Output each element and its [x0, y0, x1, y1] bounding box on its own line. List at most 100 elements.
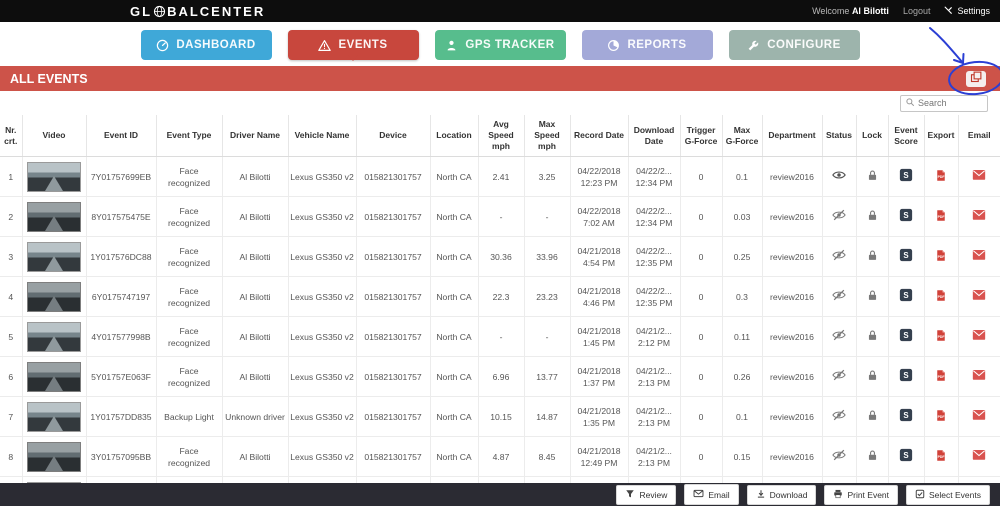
- tab-gps-tracker[interactable]: GPS TRACKER: [434, 30, 566, 60]
- lock-icon[interactable]: [866, 209, 879, 222]
- cell-export: PDF: [924, 356, 959, 397]
- logout-link[interactable]: Logout: [902, 6, 931, 16]
- settings-button[interactable]: Settings: [944, 6, 990, 17]
- eye-icon[interactable]: [832, 168, 846, 182]
- download-button[interactable]: Download: [746, 484, 817, 505]
- event-score-icon[interactable]: S: [899, 288, 913, 302]
- email-icon[interactable]: [972, 169, 986, 181]
- cell-max-speed: 3.25: [524, 156, 571, 197]
- pdf-export-icon[interactable]: PDF: [935, 369, 947, 382]
- video-thumbnail[interactable]: [27, 241, 81, 272]
- search-input[interactable]: [918, 98, 984, 108]
- cell-device: 015821301757: [356, 316, 431, 357]
- cell-lock: [856, 396, 889, 437]
- cell-max-g: 0.25: [722, 236, 763, 277]
- funnel-icon: [625, 489, 635, 501]
- event-score-icon[interactable]: S: [899, 448, 913, 462]
- event-score-icon[interactable]: S: [899, 248, 913, 262]
- pdf-export-icon[interactable]: PDF: [935, 289, 947, 302]
- select-events-button[interactable]: Select Events: [906, 484, 990, 505]
- lock-icon[interactable]: [866, 409, 879, 422]
- cell-score: S: [888, 196, 925, 237]
- cell-event-type: Face recognized: [156, 236, 223, 277]
- video-thumbnail[interactable]: [27, 361, 81, 392]
- column-header-event-id: Event ID: [86, 115, 157, 158]
- cell-max-speed: 23.23: [524, 276, 571, 317]
- print-event-button[interactable]: Print Event: [824, 484, 899, 505]
- cell-department: review2016: [762, 156, 823, 197]
- cell-driver: Al Bilotti: [222, 316, 289, 357]
- cell-record-date: 04/22/2018 7:02 AM: [570, 196, 629, 237]
- event-score-icon[interactable]: S: [899, 408, 913, 422]
- email-icon[interactable]: [972, 329, 986, 341]
- lock-icon[interactable]: [866, 249, 879, 262]
- eye-off-icon[interactable]: [832, 408, 846, 422]
- video-thumbnail[interactable]: [27, 321, 81, 352]
- pdf-export-icon[interactable]: PDF: [935, 449, 947, 462]
- event-row: 1 7Y01757699EB Face recognized Al Bilotti Le…: [0, 156, 1000, 197]
- lock-icon[interactable]: [866, 289, 879, 302]
- email-button[interactable]: Email: [684, 484, 739, 505]
- pdf-export-icon[interactable]: PDF: [935, 169, 947, 182]
- lock-icon[interactable]: [866, 169, 879, 182]
- email-icon[interactable]: [972, 449, 986, 461]
- tab-dashboard[interactable]: DASHBOARD: [140, 30, 272, 60]
- email-icon[interactable]: [972, 209, 986, 221]
- event-score-icon[interactable]: S: [899, 208, 913, 222]
- eye-off-icon[interactable]: [832, 288, 846, 302]
- pdf-export-icon[interactable]: PDF: [935, 249, 947, 262]
- lock-icon[interactable]: [866, 449, 879, 462]
- export-columns-button[interactable]: [966, 70, 986, 87]
- video-thumbnail[interactable]: [27, 281, 81, 312]
- pdf-export-icon[interactable]: PDF: [935, 329, 947, 342]
- events-icon: [318, 39, 332, 52]
- video-thumbnail[interactable]: [27, 401, 81, 432]
- lock-icon[interactable]: [866, 329, 879, 342]
- eye-off-icon[interactable]: [832, 448, 846, 462]
- email-icon[interactable]: [972, 289, 986, 301]
- tab-configure[interactable]: CONFIGURE: [728, 30, 860, 60]
- email-icon[interactable]: [972, 369, 986, 381]
- tab-events[interactable]: EVENTS: [287, 30, 419, 60]
- video-thumbnail[interactable]: [27, 201, 81, 232]
- lock-icon[interactable]: [866, 369, 879, 382]
- eye-off-icon[interactable]: [832, 208, 846, 222]
- cell-nr: 9: [0, 476, 23, 483]
- event-score-icon[interactable]: S: [899, 368, 913, 382]
- cell-location: North CA: [430, 276, 479, 317]
- cell-status: [822, 196, 857, 237]
- column-header-vehicle: Vehicle Name: [288, 115, 357, 158]
- event-row: 3 1Y017576DC88 Face recognized Al Bilotti Le…: [0, 236, 1000, 277]
- pdf-export-icon[interactable]: PDF: [935, 409, 947, 422]
- cell-driver: Al Bilotti: [222, 356, 289, 397]
- email-icon[interactable]: [972, 249, 986, 261]
- video-thumbnail[interactable]: [27, 441, 81, 472]
- column-header-export: Export: [924, 115, 959, 158]
- cell-trigger-g: 0: [680, 156, 723, 197]
- cell-driver: Al Bilotti: [222, 156, 289, 197]
- eye-off-icon[interactable]: [832, 328, 846, 342]
- cell-trigger-g: 0: [680, 356, 723, 397]
- cell-vehicle: Lexus GS350 v2: [288, 236, 357, 277]
- event-row: 6 5Y01757E063F Face recognized Al Bilotti Le…: [0, 356, 1000, 397]
- cell-max-speed: 13.77: [524, 356, 571, 397]
- cell-device: 015821301757: [356, 276, 431, 317]
- event-score-icon[interactable]: S: [899, 328, 913, 342]
- pdf-export-icon[interactable]: PDF: [935, 209, 947, 222]
- review-button[interactable]: Review: [616, 484, 677, 505]
- event-score-icon[interactable]: S: [899, 168, 913, 182]
- column-header-video: Video: [22, 115, 87, 158]
- email-icon[interactable]: [972, 409, 986, 421]
- video-thumbnail[interactable]: [27, 161, 81, 192]
- cell-event-type: Face recognized: [156, 156, 223, 197]
- cell-event-type: Face recognized: [156, 476, 223, 483]
- cell-max-speed: 8.45: [524, 436, 571, 477]
- column-header-event-type: Event Type: [156, 115, 223, 158]
- cell-location: North CA: [430, 316, 479, 357]
- video-thumbnail[interactable]: [27, 481, 81, 483]
- cell-vehicle: Lexus GS350 v2: [288, 396, 357, 437]
- tab-reports[interactable]: REPORTS: [581, 30, 713, 60]
- eye-off-icon[interactable]: [832, 368, 846, 382]
- cell-nr: 6: [0, 356, 23, 397]
- eye-off-icon[interactable]: [832, 248, 846, 262]
